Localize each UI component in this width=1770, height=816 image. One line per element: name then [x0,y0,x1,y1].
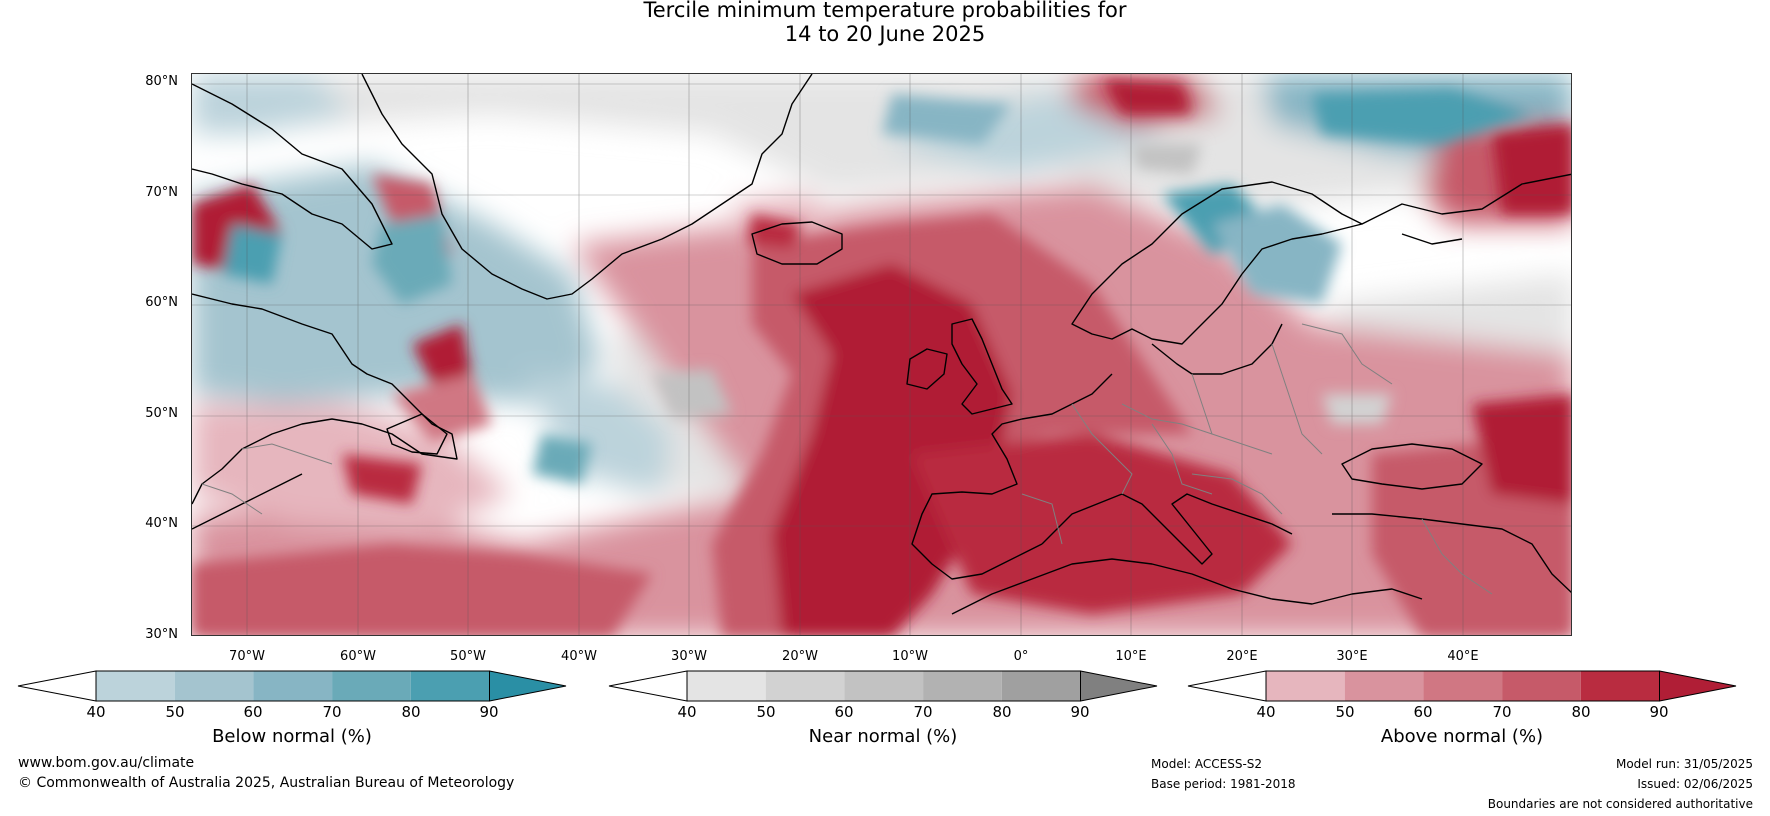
cbar-above-tick-50: 50 [1335,703,1355,721]
colorbar-above-normal [1187,670,1737,702]
cbar-below-segment-1 [96,671,175,701]
cbar-below-tick-70: 70 [322,703,342,721]
cbar-near-tick-50: 50 [756,703,776,721]
cbar-below-extend [489,671,566,701]
cbar-near-tick-60: 60 [834,703,854,721]
cbar-below-segment-5 [410,671,490,701]
lon-label-10w: 10°W [892,649,928,664]
cbar-near-tick-70: 70 [913,703,933,721]
lon-label-30w: 30°W [671,649,707,664]
lon-label-40w: 40°W [561,649,597,664]
cbar-below-tick-80: 80 [401,703,421,721]
cbar-near-tick-80: 80 [992,703,1012,721]
cbar-below-tick-50: 50 [165,703,185,721]
forecast-map[interactable] [191,73,1572,636]
cbar-near-segment-1 [687,671,766,701]
lon-label-50w: 50°W [450,649,486,664]
country-borders [201,323,1493,595]
lat-label-40n: 40°N [145,516,178,531]
lon-label-60w: 60°W [340,649,376,664]
cbar-above-segment-2 [1344,671,1424,701]
lon-label-30e: 30°E [1336,649,1368,664]
footer-model-run: Model run: 31/05/2025 [1615,757,1753,771]
cbar-below-label: Below normal (%) [212,726,372,747]
footer-disclaimer: Boundaries are not considered authoritat… [1487,797,1753,811]
cbar-above-tick-90: 90 [1649,703,1669,721]
cbar-above-segment-1 [1266,671,1345,701]
cbar-above-extend [1659,671,1736,701]
lon-label-0: 0° [1013,649,1029,664]
cbar-below-tick-60: 60 [243,703,263,721]
map-canvas [192,74,1571,635]
cbar-above-tick-70: 70 [1492,703,1512,721]
cbar-above-tick-80: 80 [1571,703,1591,721]
cbar-below-tick-90: 90 [479,703,499,721]
footer-copyright: © Commonwealth of Australia 2025, Austra… [18,775,515,791]
cbar-near-extend [1080,671,1157,701]
cbar-below-segment-2 [174,671,254,701]
cbar-above-segment-3 [1423,671,1503,701]
cbar-near-segment-2 [765,671,845,701]
cbar-near-tick-90: 90 [1070,703,1090,721]
coastlines [192,74,1571,615]
cbar-below-segment-3 [253,671,333,701]
lon-label-10e: 10°E [1115,649,1147,664]
cbar-near-segment-3 [844,671,924,701]
cbar-above-segment-5 [1580,671,1660,701]
lat-label-60n: 60°N [145,295,178,310]
cbar-near-segment-5 [1001,671,1081,701]
chart-title: Tercile minimum temperature probabilitie… [0,0,1770,46]
footer-model: Model: ACCESS-S2 [1151,757,1263,771]
footer-site-link[interactable]: www.bom.gov.au/climate [18,755,195,771]
colorbar-below-normal [17,670,567,702]
cbar-above-tick-40: 40 [1256,703,1276,721]
cbar-below-tick-40: 40 [86,703,106,721]
lat-label-50n: 50°N [145,406,178,421]
lon-label-70w: 70°W [229,649,265,664]
cbar-near-label: Near normal (%) [808,726,958,747]
cbar-above-label: Above normal (%) [1380,726,1544,747]
title-line-1: Tercile minimum temperature probabilitie… [643,0,1127,22]
cbar-above-tick-60: 60 [1413,703,1433,721]
lon-label-20w: 20°W [782,649,818,664]
graticule [192,74,1571,635]
footer-base-period: Base period: 1981-2018 [1151,777,1296,791]
cbar-above-segment-4 [1502,671,1581,701]
colorbar-near-normal [608,670,1158,702]
footer-issued: Issued: 02/06/2025 [1637,777,1753,791]
title-line-2: 14 to 20 June 2025 [784,22,986,46]
probability-field-core [192,79,1571,635]
lat-label-30n: 30°N [145,627,178,642]
cbar-below-segment-4 [332,671,411,701]
lat-label-80n: 80°N [145,74,178,89]
cbar-near-tick-40: 40 [677,703,697,721]
cbar-near-segment-4 [923,671,1002,701]
lat-label-70n: 70°N [145,185,178,200]
lon-label-20e: 20°E [1226,649,1258,664]
lon-label-40e: 40°E [1447,649,1479,664]
